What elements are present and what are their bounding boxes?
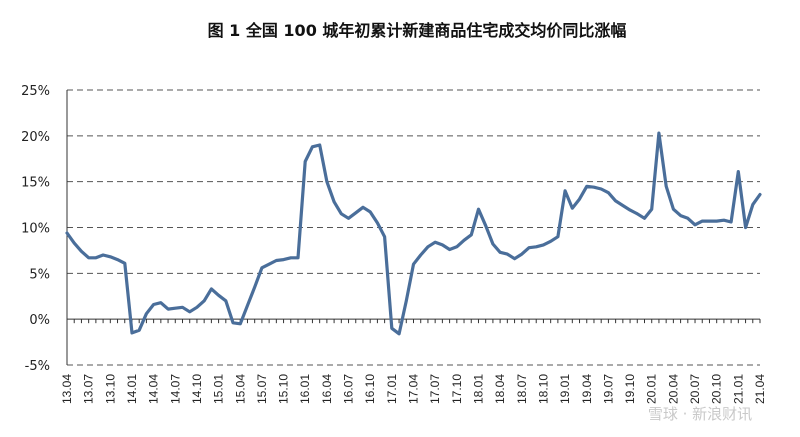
x-tick-label: 16.04 [320, 374, 334, 404]
x-tick-label: 14.04 [147, 374, 161, 404]
x-tick-label: 13.07 [82, 374, 96, 404]
x-tick-label: 21.01 [731, 374, 745, 404]
x-tick-label: 16.07 [342, 374, 356, 404]
series-line [65, 131, 762, 336]
x-tick-label: 20.07 [688, 374, 702, 404]
x-tick-label: 17.10 [450, 374, 464, 404]
x-tick-label: 15.10 [277, 374, 291, 404]
x-tick-label: 13.04 [60, 374, 74, 404]
x-tick-label: 17.01 [385, 374, 399, 404]
x-tick-label: 19.10 [623, 374, 637, 404]
x-tick-label: 19.04 [580, 374, 594, 404]
x-tick-label: 21.04 [753, 374, 767, 404]
y-axis-ticks: 25% 20% 15% 10% 5% 0% -5% [21, 84, 50, 374]
y-tick-label: -5% [25, 359, 50, 374]
y-tick-label: 15% [21, 176, 50, 191]
y-tick-label: 10% [21, 222, 50, 237]
x-tick-label: 20.04 [666, 374, 680, 404]
x-tick-label: 13.10 [103, 374, 117, 404]
chart-title: 图 1 全国 100 城年初累计新建商品住宅成交均价同比涨幅 [208, 21, 627, 40]
x-tick-label: 14.07 [168, 374, 182, 404]
y-tick-label: 25% [21, 84, 50, 99]
watermark-text: 雪球 · 新浪财讯 [648, 405, 752, 423]
y-tick-label: 5% [29, 267, 50, 282]
x-tick-label: 14.10 [190, 374, 204, 404]
y-tick-label: 0% [29, 313, 50, 328]
x-tick-label: 18.10 [536, 374, 550, 404]
x-tick-label: 17.07 [428, 374, 442, 404]
x-tick-label: 15.01 [212, 374, 226, 404]
x-tick-label: 18.01 [471, 374, 485, 404]
x-tick-label: 15.07 [255, 374, 269, 404]
series-layer [65, 131, 762, 336]
x-tick-label: 20.10 [710, 374, 724, 404]
x-tick-label: 15.04 [233, 374, 247, 404]
x-tick-label: 18.04 [493, 374, 507, 404]
x-tick-label: 19.01 [558, 374, 572, 404]
x-axis-ticks: 13.04 13.07 13.10 14.01 14.04 14.07 14.10 15.01… [60, 374, 767, 404]
x-tick-label: 16.10 [363, 374, 377, 404]
x-tick-label: 20.01 [645, 374, 659, 404]
gridlines [67, 89, 760, 366]
axes [66, 90, 761, 365]
x-tick-label: 14.01 [125, 374, 139, 404]
x-tick-label: 16.01 [298, 374, 312, 404]
x-tick-label: 18.07 [515, 374, 529, 404]
y-tick-label: 20% [21, 130, 50, 145]
x-tick-label: 19.07 [601, 374, 615, 404]
x-tick-label: 17.04 [407, 374, 421, 404]
